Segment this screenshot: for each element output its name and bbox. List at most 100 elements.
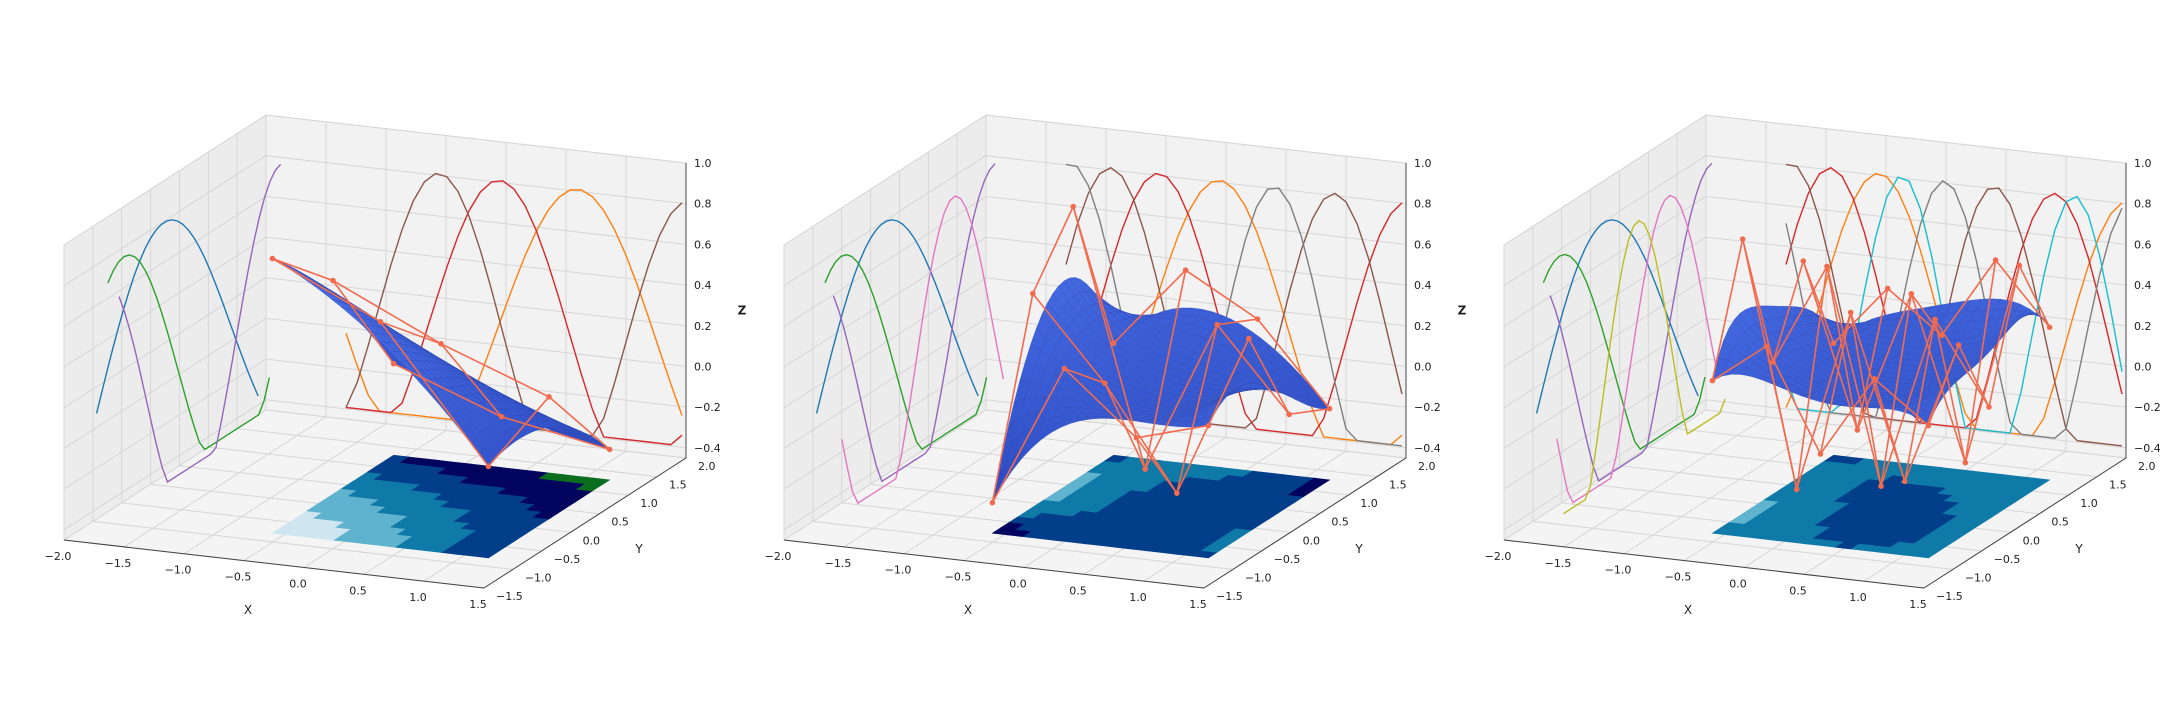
- z-axis-label: Z: [738, 304, 747, 318]
- x-tick-label: 0.5: [1789, 584, 1807, 597]
- y-axis-line: [1203, 457, 1407, 589]
- z-tick-label: 0.4: [2134, 279, 2152, 292]
- side-curve: [1785, 179, 2123, 439]
- side-curve: [1563, 219, 1726, 515]
- x-tick-label: −2.0: [765, 550, 792, 563]
- z-tick-label: 1.0: [2134, 157, 2152, 170]
- z-gridline: [783, 236, 1407, 368]
- x-tick-label: −1.5: [1545, 557, 1572, 570]
- y-gridline: [265, 115, 687, 459]
- x-tick-label: −2.0: [45, 550, 72, 563]
- y-tick-label: 1.0: [640, 497, 658, 510]
- control-point: [1932, 316, 1938, 323]
- x-axis-label: X: [244, 603, 252, 617]
- control-point: [1800, 258, 1807, 264]
- x-tick-label: −2.0: [1485, 550, 1512, 563]
- x-tick-label: 1.0: [1129, 591, 1147, 604]
- z-gridline: [63, 317, 687, 449]
- z-axis-label: Z: [1458, 304, 1467, 318]
- side-curve: [1065, 166, 1403, 429]
- z-tick-label: 0.0: [694, 360, 712, 373]
- y-gridline: [92, 226, 513, 570]
- x-axis-line: [1503, 539, 1925, 589]
- control-net-line: [1113, 269, 1331, 410]
- y-tick-label: 1.0: [1360, 497, 1378, 510]
- control-point: [1182, 267, 1189, 273]
- control-point: [1854, 427, 1861, 433]
- z-gridline: [63, 155, 687, 287]
- y-gridline: [812, 226, 1233, 570]
- z-tick-label: 0.8: [1414, 198, 1432, 211]
- control-point: [1986, 404, 1992, 410]
- x-tick-label: 0.0: [289, 577, 307, 590]
- z-gridline: [1503, 236, 2127, 368]
- control-point: [1246, 335, 1252, 342]
- y-tick-label: −0.5: [554, 553, 581, 566]
- z-gridline: [63, 358, 687, 490]
- z-tick-label: 0.0: [2134, 360, 2152, 373]
- control-point: [1901, 478, 1908, 485]
- control-point: [1830, 340, 1837, 347]
- z-gridline: [783, 277, 1407, 409]
- control-point: [1925, 422, 1932, 429]
- z-gridline: [63, 399, 687, 531]
- x-axis-line: [783, 539, 1205, 589]
- y-tick-label: 0.5: [2051, 516, 2069, 529]
- contour-cell: [584, 477, 611, 486]
- y-tick-label: −1.0: [525, 571, 552, 584]
- z-gridline: [63, 277, 687, 409]
- control-point: [1908, 290, 1915, 297]
- control-point: [1214, 321, 1220, 328]
- control-point: [606, 446, 613, 453]
- side-curve: [345, 172, 683, 437]
- control-point: [1326, 405, 1333, 412]
- z-tick-label: 0.4: [1414, 279, 1432, 292]
- x-tick-label: −1.0: [1605, 564, 1632, 577]
- z-gridline: [783, 358, 1407, 490]
- y-gridline: [1676, 133, 2098, 478]
- y-tick-label: 0.0: [2023, 534, 2041, 547]
- z-gridline: [1503, 399, 2127, 531]
- control-point: [1871, 375, 1878, 382]
- x-tick-label: 0.0: [1009, 577, 1027, 590]
- y-gridline: [956, 133, 1378, 478]
- y-axis-label: Y: [1354, 542, 1363, 556]
- x-axis-label: X: [964, 603, 972, 617]
- control-point: [1286, 411, 1292, 418]
- control-point: [1763, 343, 1770, 349]
- y-tick-label: −0.5: [1274, 553, 1301, 566]
- side-curve: [107, 254, 271, 451]
- z-tick-label: 0.0: [1414, 360, 1432, 373]
- z-tick-label: 0.8: [2134, 198, 2152, 211]
- z-tick-label: 0.6: [1414, 238, 1432, 251]
- y-tick-label: −1.5: [1216, 590, 1243, 603]
- contour-cell: [2024, 477, 2051, 486]
- z-tick-label: 1.0: [694, 157, 712, 170]
- y-tick-label: 2.0: [1418, 460, 1436, 473]
- x-tick-label: 0.5: [1069, 584, 1087, 597]
- y-tick-label: 1.5: [1389, 479, 1407, 492]
- y-axis-label: Y: [634, 542, 643, 556]
- side-curve: [1556, 194, 1720, 504]
- control-point: [1061, 365, 1068, 372]
- control-point: [1938, 332, 1945, 339]
- control-point: [438, 340, 444, 347]
- x-tick-label: −1.5: [105, 557, 132, 570]
- control-point: [485, 463, 492, 470]
- panel-3: −2.0−1.5−1.0−0.50.00.51.01.5−1.5−1.0−0.5…: [1485, 114, 2160, 617]
- z-tick-label: −0.4: [1414, 442, 1441, 455]
- y-tick-label: 2.0: [2138, 460, 2156, 473]
- x-tick-label: −1.5: [825, 557, 852, 570]
- control-point: [1133, 434, 1140, 441]
- y-tick-label: 0.5: [1331, 516, 1349, 529]
- control-net-line: [1072, 206, 1290, 472]
- control-point: [1884, 285, 1891, 292]
- y-tick-label: −1.5: [496, 590, 523, 603]
- side-curve: [1549, 162, 1713, 482]
- z-tick-label: 1.0: [1414, 157, 1432, 170]
- control-point: [1962, 459, 1969, 466]
- z-gridline: [63, 114, 687, 246]
- contour-cell: [1304, 477, 1331, 486]
- z-tick-label: 0.2: [1414, 320, 1432, 333]
- y-tick-label: 1.5: [2109, 479, 2127, 492]
